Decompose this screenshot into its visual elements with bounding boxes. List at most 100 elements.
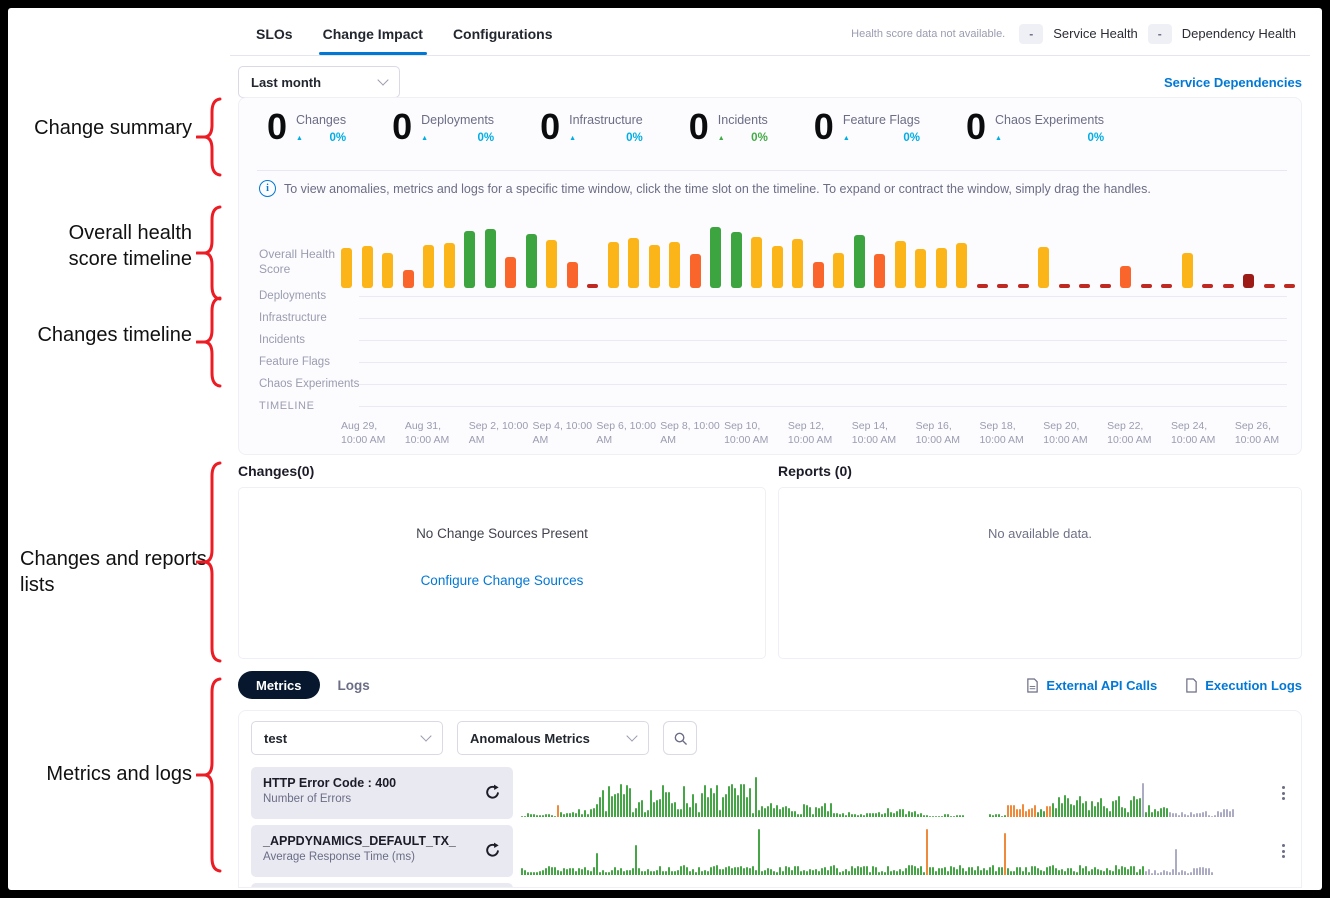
header-tabs: SLOs Change Impact Configurations: [256, 12, 552, 55]
health-score-bar[interactable]: [1140, 284, 1152, 288]
timeline-tick: Sep 18, 10:00 AM: [979, 420, 1024, 447]
health-score-axis-label: Overall Health Score: [259, 247, 336, 276]
health-score-bar[interactable]: [689, 254, 701, 288]
execution-logs-link[interactable]: Execution Logs: [1185, 678, 1302, 693]
health-score-bar[interactable]: [402, 270, 414, 288]
health-score-bar[interactable]: [956, 243, 967, 288]
health-score-bar[interactable]: [648, 245, 660, 288]
annotation-label-changes-and-reports-lists: Changes and reports lists: [20, 548, 207, 596]
changes-panel-title: Changes(0): [238, 463, 315, 479]
health-score-bar[interactable]: [1099, 284, 1111, 288]
refresh-icon[interactable]: [484, 784, 501, 801]
timeline-tick: Sep 24, 10:00 AM: [1170, 420, 1216, 447]
metrics-links: External API Calls Execution Logs: [1026, 678, 1302, 693]
health-score-bar[interactable]: [874, 254, 885, 288]
health-score-bar[interactable]: [1202, 284, 1213, 288]
health-score-bar[interactable]: [1120, 266, 1131, 288]
change-row-label: Feature Flags: [259, 356, 330, 368]
service-dependencies-link[interactable]: Service Dependencies: [1163, 74, 1302, 90]
health-score-bar[interactable]: [341, 248, 352, 288]
change-row-line: [359, 295, 1287, 297]
delta-up-icon: ▲: [569, 134, 577, 142]
health-score-bar[interactable]: [1161, 284, 1172, 288]
health-score-bar[interactable]: [730, 232, 742, 288]
health-score-bar[interactable]: [525, 234, 537, 288]
health-score-bar[interactable]: [1243, 274, 1254, 288]
health-score-bar[interactable]: [915, 249, 926, 288]
health-score-bar[interactable]: [833, 253, 844, 288]
info-banner: i To view anomalies, metrics and logs fo…: [259, 180, 1151, 197]
health-score-bar[interactable]: [464, 231, 475, 288]
delta-up-icon: ▲: [717, 134, 725, 142]
health-score-bar[interactable]: [935, 248, 947, 288]
timeline-tick: Sep 2, 10:00 AM: [468, 420, 529, 447]
health-score-bar[interactable]: [894, 241, 906, 288]
tab-metrics[interactable]: Metrics: [238, 671, 320, 699]
health-score-bar[interactable]: [792, 239, 803, 288]
summary-divider: [257, 170, 1287, 171]
health-score-bar[interactable]: [607, 242, 619, 288]
summary-stat-chaos-experiments: 0 Chaos Experiments ▲ 0%: [965, 106, 1105, 147]
health-score-bar[interactable]: [853, 235, 865, 288]
annotation-label-change-summary: Change summary: [34, 117, 192, 139]
reports-panel-title: Reports (0): [778, 463, 852, 479]
health-score-bar[interactable]: [546, 240, 557, 288]
annotation-brace-overall-health-score-timeline: [196, 205, 222, 301]
health-score-bar[interactable]: [1284, 284, 1295, 288]
health-score-bar[interactable]: [484, 229, 496, 288]
time-range-select[interactable]: Last month: [238, 66, 400, 98]
tab-slos[interactable]: SLOs: [256, 25, 293, 42]
health-score-bar[interactable]: [751, 237, 762, 288]
change-row-line: [359, 317, 1287, 319]
change-row-chaos-experiments: Chaos Experiments: [259, 373, 1287, 395]
tab-logs[interactable]: Logs: [337, 677, 370, 693]
external-api-calls-link[interactable]: External API Calls: [1026, 678, 1157, 693]
health-score-bar[interactable]: [812, 262, 824, 288]
health-score-bar[interactable]: [587, 284, 598, 288]
health-score-bar[interactable]: [505, 257, 516, 288]
change-row-label: Incidents: [259, 334, 306, 346]
timeline-label: TIMELINE: [259, 400, 315, 412]
health-score-bar[interactable]: [710, 227, 721, 288]
filter-toolbar: Last month Service Dependencies: [238, 64, 1302, 100]
health-score-bar[interactable]: [628, 238, 639, 288]
health-score-bar[interactable]: [771, 246, 783, 288]
service-filter-select[interactable]: test: [251, 721, 443, 755]
change-row-incidents: Incidents: [259, 329, 1287, 351]
configure-change-sources-link[interactable]: Configure Change Sources: [420, 573, 584, 588]
health-score-bar[interactable]: [976, 284, 988, 288]
timeline-tick: Sep 22, 10:00 AM: [1107, 420, 1152, 447]
health-score-bar[interactable]: [566, 262, 578, 288]
health-score-bar[interactable]: [1222, 284, 1234, 288]
health-score-bar[interactable]: [1017, 284, 1029, 288]
timeline-ticks: Aug 29, 10:00 AM Aug 31, 10:00 AM Sep 2, 1…: [341, 419, 1295, 447]
health-score-bar[interactable]: [423, 245, 434, 288]
health-score-bar[interactable]: [382, 253, 393, 288]
reports-empty-card: No available data.: [778, 487, 1302, 659]
metric-cell-appdynamics-default-tx[interactable]: _APPDYNAMICS_DEFAULT_TX_ Average Response…: [251, 825, 513, 877]
annotation-label-overall-health-score-timeline: Overall health score timeline: [68, 222, 192, 270]
health-score-bar[interactable]: [443, 243, 455, 288]
tab-change-impact[interactable]: Change Impact: [318, 12, 428, 55]
search-button[interactable]: [663, 721, 697, 755]
health-score-bar[interactable]: [1181, 253, 1193, 288]
health-score-bar[interactable]: [1079, 284, 1090, 288]
health-score-bar[interactable]: [1038, 247, 1049, 288]
health-score-bar[interactable]: [1263, 284, 1275, 288]
more-options-icon[interactable]: [1282, 784, 1285, 803]
document-icon: [1186, 677, 1197, 693]
more-options-icon[interactable]: [1282, 842, 1285, 861]
tab-configurations[interactable]: Configurations: [452, 25, 553, 42]
health-score-bar[interactable]: [997, 284, 1008, 288]
health-score-bar[interactable]: [361, 246, 373, 288]
screenshot-page: Change summary Overall health score timeli…: [8, 8, 1322, 890]
health-score-bar[interactable]: [669, 242, 680, 288]
metric-type-select[interactable]: Anomalous Metrics: [457, 721, 649, 755]
health-score-summary: Health score data not available. - Servi…: [851, 23, 1296, 44]
metric-cell-http-error-code-400[interactable]: HTTP Error Code : 400 Number of Errors: [251, 767, 513, 819]
summary-stat-deployments: 0 Deployments ▲ 0%: [392, 106, 495, 147]
change-row-label: Infrastructure: [259, 312, 327, 324]
refresh-icon[interactable]: [484, 842, 501, 859]
health-score-bar[interactable]: [1058, 284, 1070, 288]
